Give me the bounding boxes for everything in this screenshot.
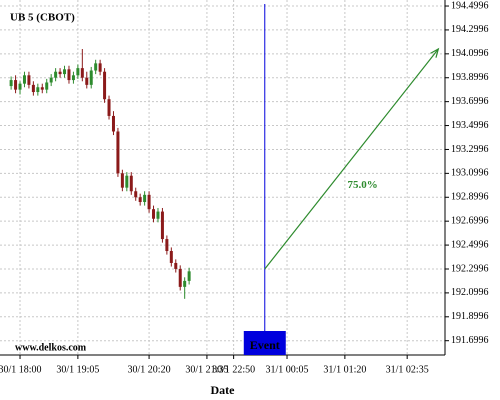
candle-body — [183, 280, 187, 287]
candle-body — [103, 71, 107, 100]
candle-body — [45, 82, 49, 90]
candle-body — [67, 69, 71, 81]
x-tick-label: 31/1 02:35 — [386, 364, 429, 375]
chart-title: UB 5 (CBOT) — [10, 12, 75, 24]
candle-body — [36, 87, 40, 93]
candle-body — [63, 69, 67, 75]
x-tick-label: 30/1 18:00 — [0, 364, 42, 375]
x-tick-label: 30/1 21:35 — [185, 364, 228, 375]
event-label: Event — [250, 338, 280, 352]
y-tick-label: 193.2996 — [451, 144, 489, 155]
candle-body — [129, 175, 133, 192]
candle-body — [89, 70, 93, 85]
projection-label: 75.0% — [348, 179, 378, 191]
candle-body — [49, 77, 53, 83]
candle-body — [85, 77, 89, 85]
x-tick-label: 30/1 20:20 — [128, 364, 171, 375]
candle-body — [111, 115, 115, 132]
candle-body — [174, 262, 178, 269]
candle-body — [54, 71, 58, 78]
candle-body — [138, 197, 142, 203]
y-tick-label: 193.8996 — [451, 72, 489, 83]
candle-body — [147, 194, 151, 210]
candle-body — [156, 211, 160, 219]
x-tick-label: 31/1 00:05 — [265, 364, 308, 375]
candle-body — [27, 75, 31, 85]
y-tick-label: 194.2996 — [451, 24, 489, 35]
candle-body — [152, 209, 156, 219]
candle-body — [187, 271, 191, 281]
candle-body — [107, 99, 111, 116]
y-tick-label: 193.0996 — [451, 168, 489, 179]
candle-body — [22, 75, 26, 84]
candle-body — [120, 173, 124, 188]
candle-body — [58, 71, 62, 75]
watermark: www.delkos.com — [15, 342, 87, 353]
y-tick-label: 192.8996 — [451, 192, 489, 203]
candle-body — [125, 175, 129, 188]
candle-body — [31, 84, 35, 93]
projection-arrow — [264, 48, 439, 270]
y-tick-label: 194.4996 — [451, 0, 489, 11]
event-box — [243, 331, 286, 355]
y-tick-label: 194.0996 — [451, 48, 489, 59]
x-tick-label: 31/1 01:20 — [323, 364, 366, 375]
candle-body — [40, 87, 44, 90]
candle-body — [80, 68, 84, 78]
x-tick-label: 30/1 22:50 — [212, 364, 255, 375]
y-tick-label: 192.6996 — [451, 215, 489, 226]
candle-body — [98, 63, 102, 72]
y-tick-label: 193.6996 — [451, 96, 489, 107]
candle-body — [178, 268, 182, 287]
candle-body — [143, 194, 147, 203]
y-tick-label: 192.0996 — [451, 287, 489, 298]
arrow-head — [430, 47, 440, 58]
y-tick-label: 193.4996 — [451, 120, 489, 131]
candle-body — [18, 83, 22, 90]
candle-body — [71, 75, 75, 81]
candle-body — [160, 211, 164, 240]
candle-body — [9, 80, 13, 87]
candle-body — [116, 131, 120, 174]
y-tick-label: 192.2996 — [451, 263, 489, 274]
candle-body — [165, 239, 169, 252]
x-tick-label: 30/1 19:05 — [56, 364, 99, 375]
candle-body — [14, 80, 18, 90]
candle-body — [76, 68, 80, 76]
y-tick-label: 191.6996 — [451, 335, 489, 346]
candle-body — [94, 63, 98, 71]
y-tick-label: 192.4996 — [451, 239, 489, 250]
y-tick-label: 191.8996 — [451, 311, 489, 322]
candle-body — [169, 251, 173, 263]
x-axis-title: Date — [211, 383, 236, 397]
candle-body — [134, 191, 138, 198]
